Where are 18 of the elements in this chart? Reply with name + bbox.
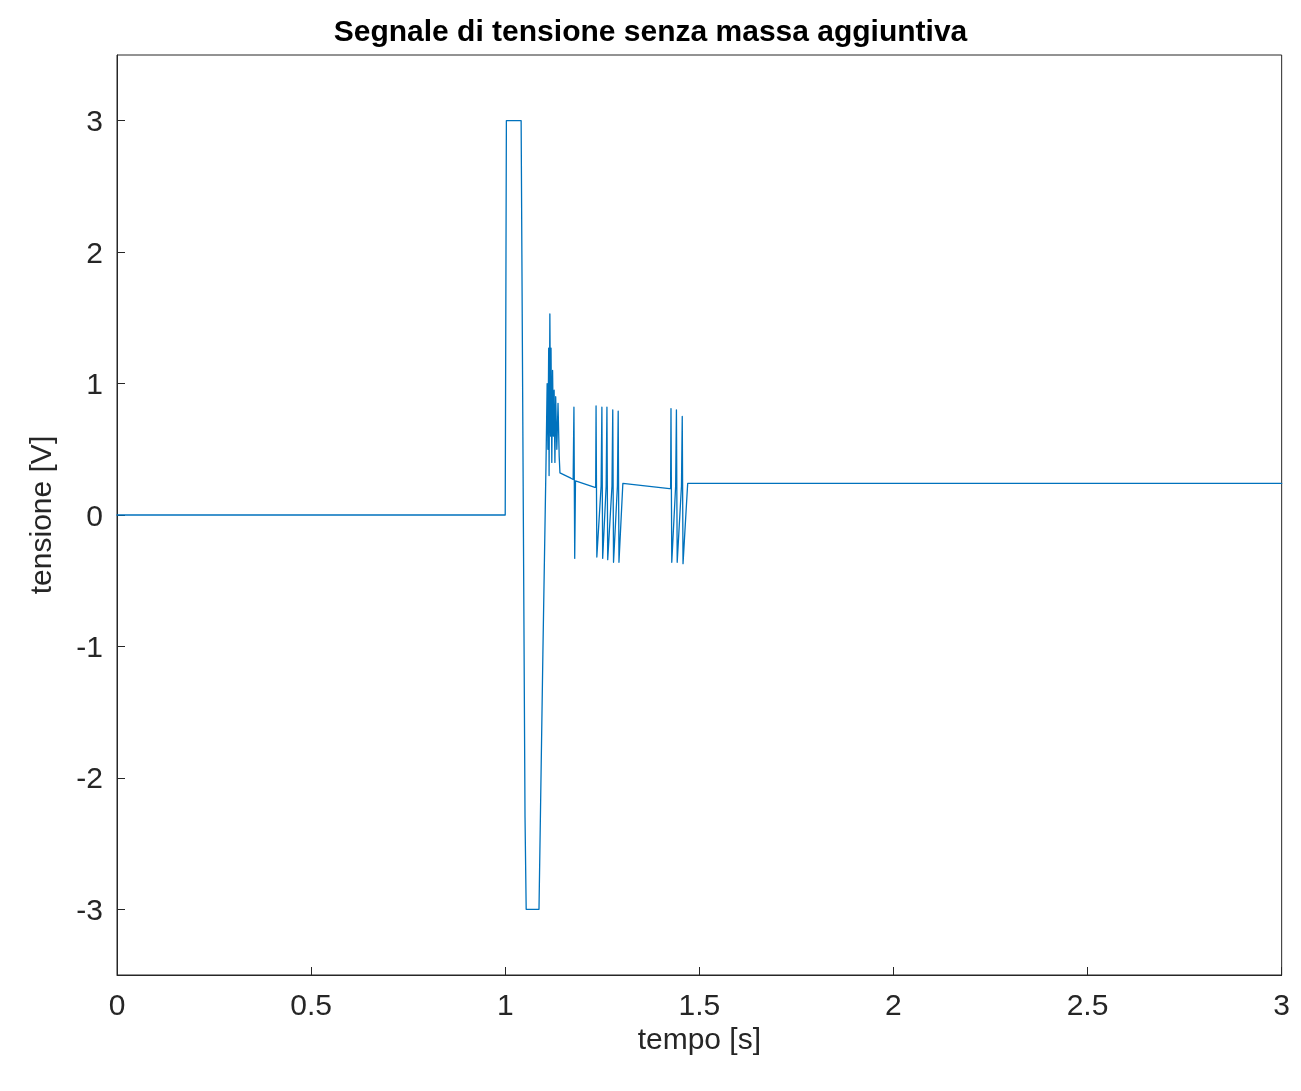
x-axis-title: tempo [s] — [637, 1022, 762, 1056]
x-tick-label: 2 — [885, 987, 902, 1021]
y-tick-label: -1 — [76, 629, 103, 663]
y-tick-label: -3 — [76, 892, 103, 926]
x-tick-label: 3 — [1273, 987, 1290, 1021]
y-axis-title: tensione [V] — [23, 435, 57, 595]
x-tick-label: 1.5 — [678, 987, 721, 1021]
y-tick-label: 2 — [86, 235, 103, 269]
x-tick-label: 2.5 — [1066, 987, 1109, 1021]
chart-title: Segnale di tensione senza massa aggiuntiva — [333, 13, 968, 47]
y-tick-label: -2 — [76, 761, 103, 795]
y-tick-label: 0 — [86, 498, 103, 532]
x-tick-label: 0.5 — [290, 987, 332, 1021]
x-tick-label: 1 — [496, 987, 514, 1021]
y-tick-label: 1 — [86, 367, 103, 401]
y-tick-label: 3 — [86, 104, 103, 138]
x-tick-label: 0 — [108, 987, 126, 1021]
line-series — [116, 120, 1283, 910]
